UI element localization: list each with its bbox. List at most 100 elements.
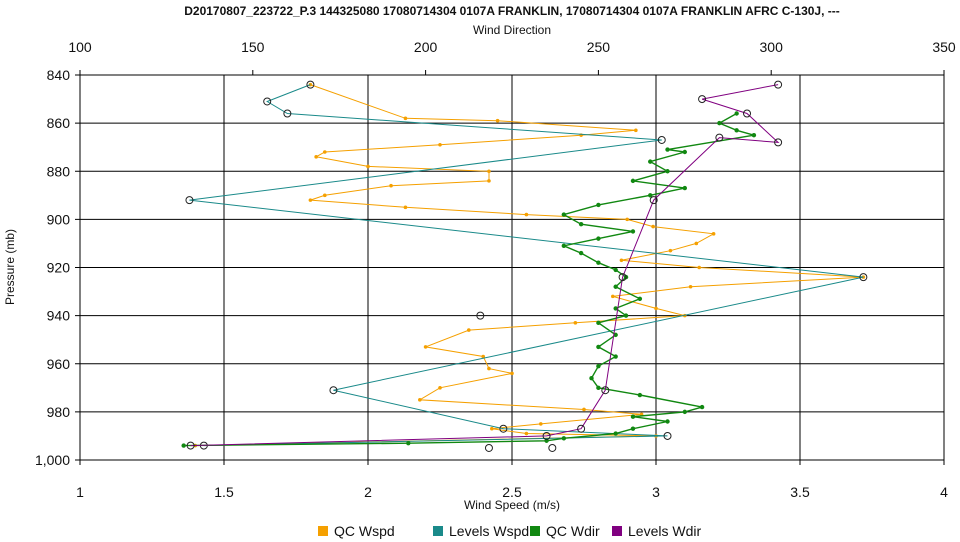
qc-wspd-point — [438, 142, 442, 147]
y-tick-label: 960 — [47, 356, 71, 372]
qc-wspd-point — [487, 179, 491, 183]
legend-item-qc-wspd: QC Wspd — [318, 523, 395, 539]
x2-tick-label: 100 — [68, 39, 92, 55]
qc-wdir-point — [734, 128, 739, 133]
levels-wdir-line — [190, 84, 780, 447]
levels-wdir-point — [542, 431, 551, 440]
legend-swatch — [433, 526, 443, 536]
x2-tick-label: 300 — [760, 39, 784, 55]
qc-wspd-point — [524, 212, 529, 217]
qc-wdir-point — [648, 193, 653, 198]
qc-wspd-point — [611, 294, 615, 299]
x-tick-label: 3 — [652, 484, 660, 500]
levels-wspd-point — [283, 109, 292, 118]
qc-wdir-point — [665, 419, 670, 424]
qc-wdir-point — [596, 260, 601, 265]
qc-wspd-point — [524, 431, 529, 436]
qc-wspd-point — [389, 183, 393, 188]
qc-wdir-point — [596, 320, 601, 326]
legend-item-levels-wdir: Levels Wdir — [612, 523, 701, 539]
levels-wspd-point — [657, 135, 666, 144]
levels-wspd-point — [306, 80, 315, 89]
levels-wdir-point — [601, 386, 610, 395]
qc-wdir-point — [751, 132, 757, 138]
qc-wdir-point — [665, 169, 670, 174]
x-tick-label: 1.5 — [214, 484, 234, 500]
qc-wspd-point — [490, 426, 494, 431]
qc-wdir-point — [630, 414, 636, 419]
qc-wspd-point — [668, 248, 673, 253]
qc-wspd-point — [625, 217, 629, 222]
qc-wspd-point — [467, 328, 471, 332]
y-tick-label: 880 — [47, 163, 71, 179]
qc-wdir-point — [682, 409, 687, 415]
qc-wdir-point — [682, 149, 687, 155]
qc-wdir-point — [699, 404, 705, 410]
levels-wdir-point — [618, 273, 627, 282]
qc-wdir-point — [637, 296, 643, 301]
qc-wdir-point — [630, 178, 636, 184]
scatter-marker — [476, 311, 485, 320]
qc-wdir-point — [665, 147, 670, 152]
qc-wdir-point — [613, 306, 618, 311]
qc-wspd-point — [418, 398, 422, 402]
legend-swatch — [612, 526, 622, 536]
qc-wdir-point — [613, 332, 618, 338]
y-tick-label: 920 — [47, 260, 71, 276]
y-tick-label: 900 — [47, 211, 71, 227]
y-tick-label: 860 — [47, 115, 71, 131]
qc-wspd-point — [403, 205, 408, 210]
y-tick-label: 980 — [47, 404, 71, 420]
legend-label: QC Wspd — [334, 523, 395, 539]
qc-wspd-point — [423, 345, 428, 349]
qc-wspd-point — [495, 118, 500, 123]
qc-wspd-point — [619, 258, 624, 263]
levels-wspd-point — [263, 97, 272, 106]
x-tick-label: 2.5 — [502, 484, 522, 500]
qc-wdir-point — [734, 111, 739, 116]
qc-wdir-point — [578, 250, 584, 256]
legend-label: Levels Wdir — [628, 523, 701, 539]
x2-tick-label: 200 — [414, 39, 438, 55]
y-axis-label: Pressure (mb) — [3, 229, 17, 305]
qc-wspd-point — [487, 169, 491, 174]
qc-wdir-point — [630, 426, 636, 431]
qc-wdir-point — [613, 431, 618, 436]
x2-tick-label: 150 — [241, 39, 265, 55]
qc-wspd-point — [651, 224, 655, 229]
bottom-axis-label: Wind Speed (m/s) — [464, 498, 560, 512]
legend-label: Levels Wspd — [449, 523, 529, 539]
qc-wdir-point — [613, 267, 618, 273]
qc-wspd-point — [438, 386, 442, 390]
qc-wdir-point — [181, 443, 186, 448]
qc-wdir-point — [596, 236, 601, 241]
qc-wdir-point — [630, 229, 636, 234]
qc-wspd-point — [323, 150, 327, 154]
qc-wspd-point — [487, 366, 491, 371]
levels-wspd-point — [329, 386, 338, 395]
top-axis-label: Wind Direction — [473, 23, 551, 37]
y-tick-label: 940 — [47, 308, 71, 324]
qc-wdir-point — [648, 159, 653, 164]
qc-wdir-point — [613, 354, 618, 359]
levels-wdir-point — [715, 133, 724, 142]
qc-wspd-point — [308, 198, 313, 202]
plot-frame — [79, 74, 945, 461]
x-tick-label: 2 — [364, 484, 372, 500]
qc-wspd-point — [711, 232, 716, 236]
qc-wdir-point — [717, 120, 722, 126]
levels-wdir-point — [774, 138, 783, 147]
x-tick-label: 3.5 — [790, 484, 810, 500]
levels-wdir-point — [649, 196, 658, 205]
qc-wspd-point — [573, 321, 578, 325]
qc-wspd-point — [582, 407, 586, 412]
levels-wspd-point — [499, 424, 508, 433]
levels-wspd-point — [663, 431, 672, 440]
levels-wdir-point — [698, 95, 707, 104]
qc-wdir-point — [589, 375, 594, 381]
scatter-marker — [484, 443, 493, 452]
qc-wspd-point — [688, 284, 693, 289]
qc-wdir-point — [623, 313, 629, 318]
qc-wdir-point — [561, 243, 567, 249]
